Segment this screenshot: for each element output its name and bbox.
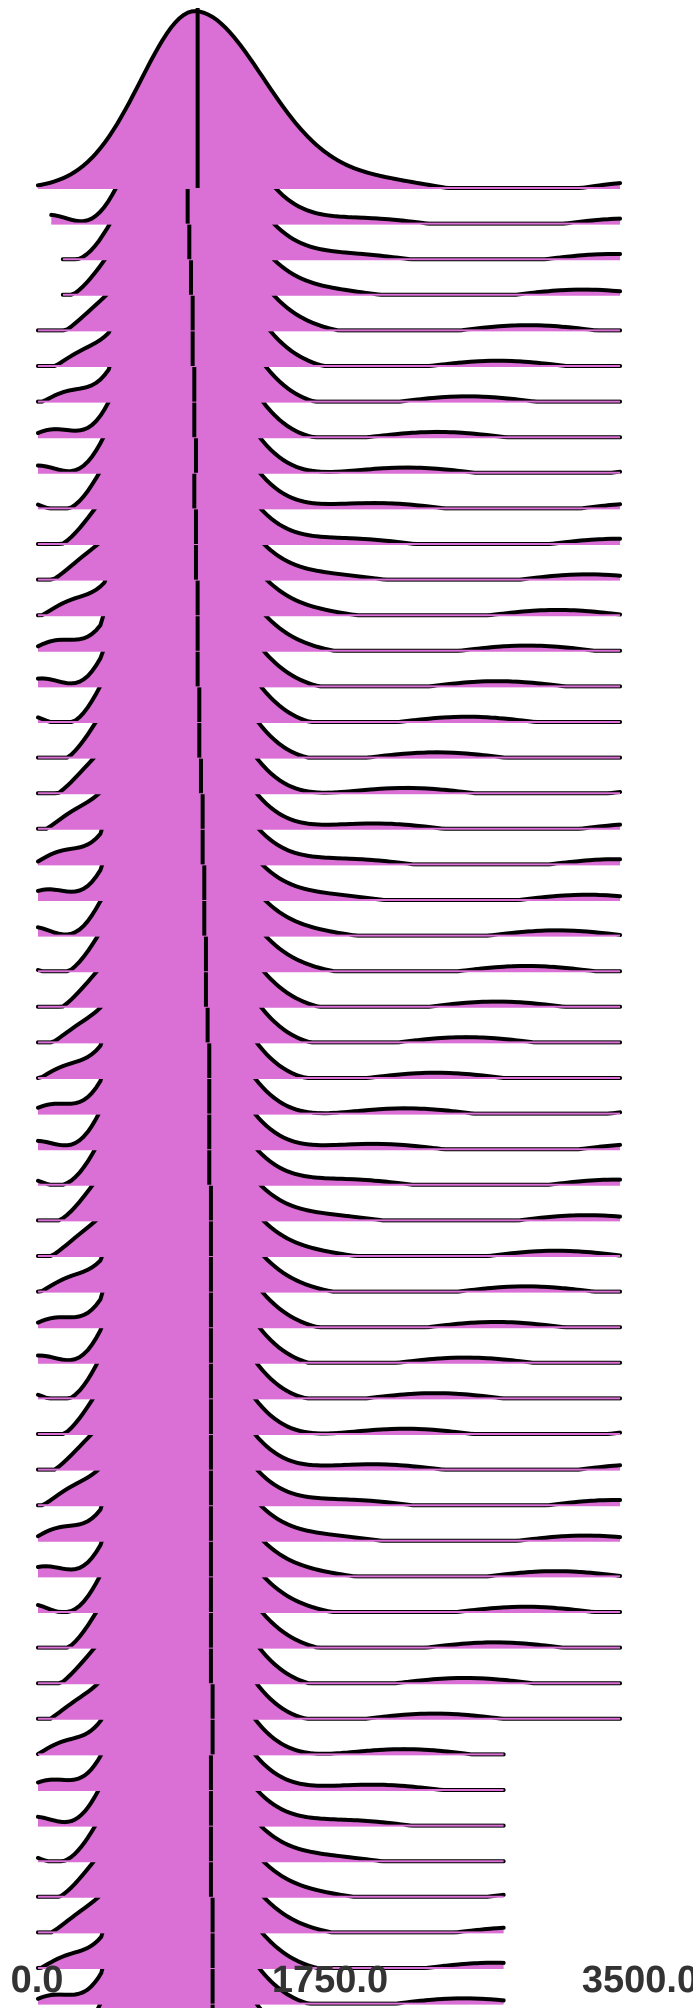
x-tick-label-min: 0.0	[11, 1959, 64, 2001]
ridges-group	[36, 8, 622, 2008]
x-tick-label-mid: 1750.0	[272, 1959, 388, 2001]
x-tick-label-max: 3500.0	[582, 1959, 693, 2001]
ridge-area-1	[38, 11, 620, 188]
x-axis: 0.0 1750.0 3500.0	[11, 1959, 693, 2001]
